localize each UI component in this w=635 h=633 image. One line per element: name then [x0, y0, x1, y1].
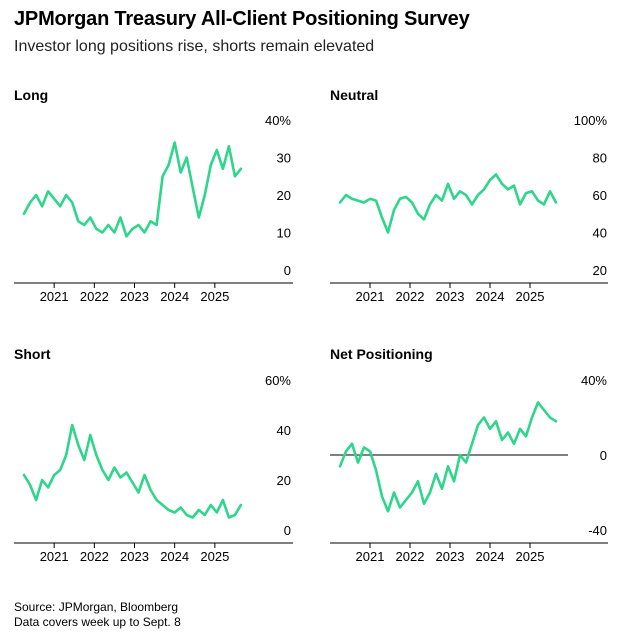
- neutral-xtick-label: 2024: [476, 289, 505, 304]
- panel-title-neutral: Neutral: [330, 87, 379, 103]
- net-xtick-label: 2024: [476, 549, 505, 564]
- page-title: JPMorgan Treasury All-Client Positioning…: [14, 8, 470, 30]
- net-ytick-label: -40: [588, 523, 607, 538]
- neutral-xtick-label: 2021: [356, 289, 385, 304]
- short-xtick-label: 2023: [120, 549, 149, 564]
- short-ytick-label: 40: [277, 423, 291, 438]
- panel-title-long: Long: [14, 87, 49, 103]
- net-xtick-label: 2025: [516, 549, 545, 564]
- short-xtick-label: 2021: [40, 549, 69, 564]
- neutral-ytick-label: 80: [593, 151, 607, 166]
- short-ytick-label: 20: [277, 473, 291, 488]
- long-xtick-label: 2021: [40, 289, 69, 304]
- short-ytick-label: 60%: [265, 373, 291, 388]
- short-xtick-label: 2025: [200, 549, 229, 564]
- source-note: Source: JPMorgan, Bloomberg: [14, 600, 179, 614]
- short-series-line: [22, 423, 243, 519]
- net-ytick-label: 0: [600, 448, 607, 463]
- data-note: Data covers week up to Sept. 8: [14, 615, 181, 629]
- net-xtick-label: 2023: [436, 549, 465, 564]
- neutral-xtick-label: 2025: [516, 289, 545, 304]
- long-xtick-label: 2022: [80, 289, 109, 304]
- short-xtick-label: 2024: [160, 549, 189, 564]
- short-ytick-label: 0: [284, 523, 291, 538]
- page-subtitle: Investor long positions rise, shorts rem…: [14, 38, 375, 55]
- neutral-xtick-label: 2023: [436, 289, 465, 304]
- neutral-xtick-label: 2022: [396, 289, 425, 304]
- long-xtick-label: 2025: [200, 289, 229, 304]
- long-ytick-label: 30: [277, 151, 291, 166]
- net-series-line: [338, 401, 558, 513]
- neutral-ytick-label: 40: [593, 226, 607, 241]
- long-xtick-label: 2023: [120, 289, 149, 304]
- long-ytick-label: 20: [277, 188, 291, 203]
- long-xtick-label: 2024: [160, 289, 189, 304]
- panel-title-short: Short: [14, 346, 51, 362]
- neutral-ytick-label: 60: [593, 188, 607, 203]
- net-ytick-label: 40%: [581, 373, 607, 388]
- long-series-line: [22, 141, 243, 238]
- net-xtick-label: 2021: [356, 549, 385, 564]
- long-ytick-label: 0: [284, 263, 291, 278]
- long-ytick-label: 40%: [265, 113, 291, 128]
- panel-title-net: Net Positioning: [330, 346, 433, 362]
- net-xtick-label: 2022: [396, 549, 425, 564]
- short-xtick-label: 2022: [80, 549, 109, 564]
- neutral-series-line: [338, 173, 558, 234]
- long-ytick-label: 10: [277, 226, 291, 241]
- neutral-ytick-label: 100%: [574, 113, 608, 128]
- neutral-ytick-label: 20: [593, 263, 607, 278]
